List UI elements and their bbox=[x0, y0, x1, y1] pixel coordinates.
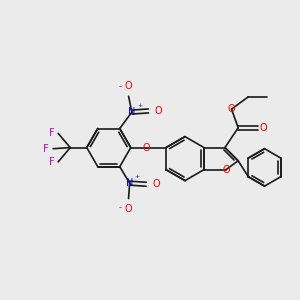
Text: F: F bbox=[44, 144, 49, 154]
Text: O: O bbox=[154, 106, 162, 116]
Text: N: N bbox=[126, 178, 133, 188]
Text: O: O bbox=[125, 204, 132, 214]
Text: O: O bbox=[142, 142, 150, 153]
Text: N: N bbox=[128, 107, 136, 117]
Text: O: O bbox=[152, 179, 160, 189]
Text: -: - bbox=[118, 82, 122, 91]
Text: F: F bbox=[49, 157, 54, 167]
Text: O: O bbox=[228, 104, 236, 114]
Text: O: O bbox=[125, 81, 132, 91]
Text: F: F bbox=[49, 128, 54, 138]
Text: O: O bbox=[260, 123, 267, 133]
Text: -: - bbox=[118, 204, 122, 213]
Text: +: + bbox=[137, 103, 142, 108]
Text: +: + bbox=[135, 174, 140, 179]
Text: O: O bbox=[222, 165, 230, 175]
